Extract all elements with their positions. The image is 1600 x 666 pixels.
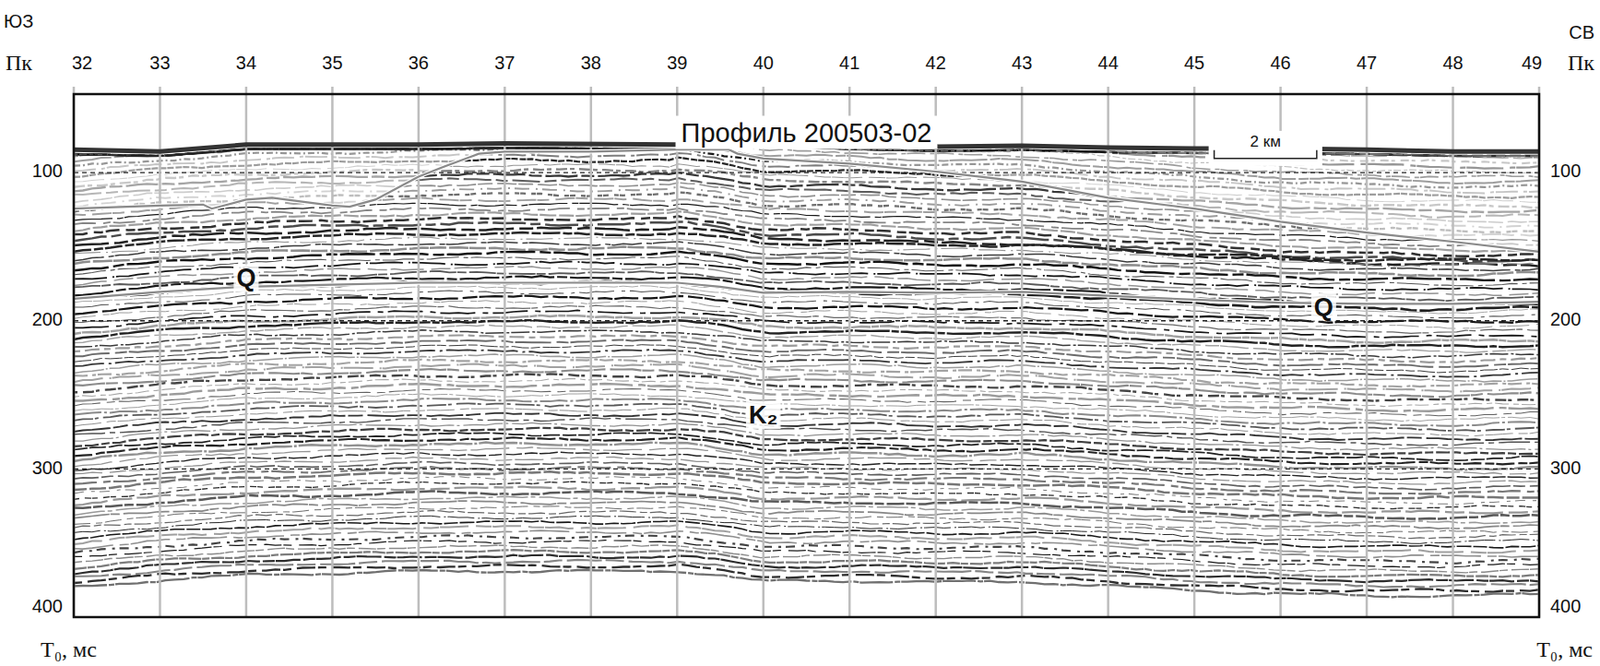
y-tick-label: 400 (32, 595, 63, 617)
picket-line (1106, 86, 1110, 617)
reflection-texture (73, 143, 1540, 597)
reflector (73, 510, 1540, 539)
reflector (73, 364, 1540, 392)
x-tick-label: 37 (494, 52, 515, 73)
y-tick-label: 100 (1550, 160, 1581, 181)
x-tick-label: 39 (666, 52, 688, 73)
x-tick-label: 49 (1521, 52, 1542, 73)
reflector (73, 368, 1540, 397)
picket-line (158, 86, 162, 617)
y-tick-label: 400 (1550, 595, 1581, 617)
reflector (73, 569, 1540, 597)
reflector (73, 447, 1540, 475)
title-ground (675, 116, 938, 150)
direction-label: ЮЗ (3, 11, 34, 32)
reflector (73, 373, 1540, 401)
y-tick-label: 200 (1550, 308, 1581, 330)
reflector (73, 496, 1540, 523)
reflector (73, 457, 1540, 486)
reflector (73, 549, 1540, 577)
layer-label: Q (1314, 293, 1334, 321)
x-tick-label: 43 (1011, 52, 1032, 73)
reflector (73, 462, 1540, 490)
label-ground (233, 263, 259, 292)
plot-area (73, 94, 1540, 597)
reflector (73, 466, 1540, 494)
x-tick-label: 48 (1442, 52, 1463, 73)
reflector (73, 555, 1540, 583)
x-tick-label: 33 (149, 52, 170, 73)
x-tick-label: 46 (1269, 52, 1291, 73)
picket-line (934, 86, 937, 617)
reflector (73, 540, 1540, 569)
y-tick-label: 300 (1550, 457, 1581, 478)
reflector (73, 530, 1540, 558)
x-axis-label: Пк (1567, 50, 1595, 75)
reflector (73, 417, 1540, 446)
picket-line (1365, 86, 1369, 617)
x-tick-label: 45 (1184, 52, 1205, 73)
scale-ground (1208, 130, 1323, 166)
chart: 32 33 34 35 36 37 38 39 40 41 42 43 44 45 46 47 48 49 100 1… (0, 0, 1600, 666)
reflector (73, 491, 1540, 520)
scale-bar (1214, 150, 1317, 159)
reflector (73, 427, 1540, 455)
frame (73, 94, 1540, 617)
x-tick-label: 40 (753, 52, 774, 73)
x-axis-label: Пк (5, 50, 33, 75)
y-axis-label: T₀, мс (40, 637, 97, 662)
reflector (73, 564, 1540, 593)
picket-line (417, 86, 421, 617)
x-tick-label: 44 (1098, 52, 1119, 73)
reflector (73, 442, 1540, 471)
picket-line (675, 86, 679, 617)
picket-line (590, 86, 593, 617)
reflector (73, 432, 1540, 461)
layer-label: Q (236, 263, 256, 292)
y-tick-label: 100 (32, 160, 63, 181)
x-tick-label: 42 (925, 52, 947, 73)
layer-label: K₂ (748, 401, 779, 429)
scale-label: 2 км (1250, 132, 1281, 151)
picket-line (503, 86, 507, 617)
y-tick-label: 200 (32, 308, 63, 330)
x-tick-label: 47 (1356, 52, 1377, 73)
grid-line-y (73, 468, 1540, 470)
label-ground (746, 401, 782, 429)
picket-line (1193, 86, 1197, 617)
reflector (73, 226, 1540, 266)
picket-line (1020, 86, 1024, 617)
picket-line (762, 86, 766, 617)
direction-label: СВ (1568, 22, 1595, 43)
x-tick-label: 35 (321, 52, 343, 73)
x-tick-label: 38 (580, 52, 602, 73)
picket-line (1451, 86, 1455, 617)
picket-line (245, 86, 249, 617)
x-tick-label: 32 (71, 52, 93, 73)
picket-line (331, 86, 334, 617)
label-ground (1311, 293, 1337, 321)
picket-line (1279, 86, 1282, 617)
picket-line (848, 86, 852, 617)
title: Профиль 200503-02 (681, 118, 933, 148)
reflector (73, 398, 1540, 427)
x-tick-label: 41 (839, 52, 860, 73)
y-tick-label: 300 (32, 457, 63, 478)
grid-line-y (73, 171, 1540, 173)
reflector (73, 451, 1540, 480)
reflector (73, 320, 1540, 347)
x-tick-label: 34 (236, 52, 257, 73)
y-axis-label: T₀, мс (1536, 637, 1593, 662)
x-tick-label: 36 (408, 52, 429, 73)
